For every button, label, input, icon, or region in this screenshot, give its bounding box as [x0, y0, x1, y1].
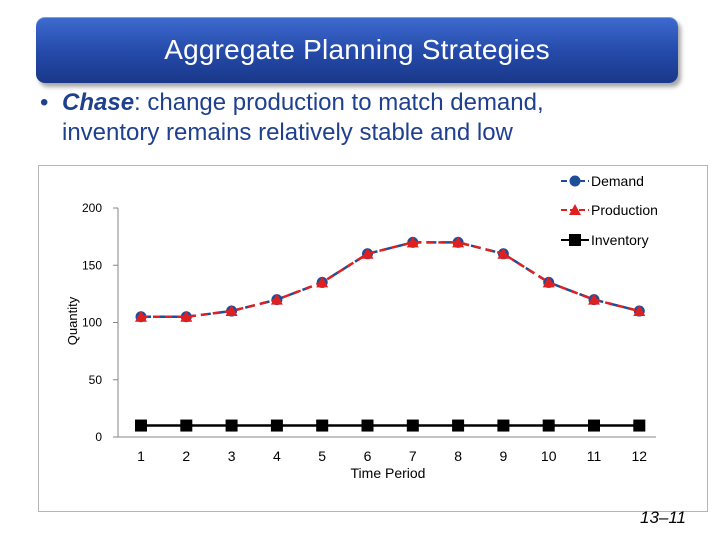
data-point-production — [588, 293, 600, 305]
data-point-inventory — [135, 419, 147, 432]
bullet-term: Chase — [62, 89, 135, 116]
data-point-inventory — [361, 419, 374, 432]
slide-title: Aggregate Planning Strategies — [164, 34, 550, 65]
data-point-production — [542, 276, 555, 288]
y-tick-label: 100 — [82, 316, 102, 330]
x-tick-label: 12 — [632, 448, 648, 464]
x-tick-label: 11 — [587, 448, 602, 464]
x-tick-label: 3 — [228, 448, 236, 464]
data-point-inventory — [542, 419, 555, 432]
y-axis-title: Quantity — [65, 296, 80, 345]
data-point-production — [452, 236, 465, 248]
y-tick-label: 0 — [95, 430, 102, 444]
bullet-line1: : change production to match demand, — [134, 89, 544, 116]
legend-marker-production — [569, 204, 581, 215]
y-tick-label: 150 — [82, 258, 102, 272]
legend-marker-inventory — [569, 234, 581, 246]
data-point-production — [316, 276, 329, 288]
title-banner: Aggregate Planning Strategies — [36, 17, 678, 83]
data-point-inventory — [316, 419, 329, 432]
data-point-inventory — [633, 419, 646, 432]
bullet-line2: inventory remains relatively stable and … — [62, 119, 513, 146]
data-point-production — [270, 293, 283, 305]
data-point-production — [633, 305, 646, 317]
series-line-production — [141, 241, 640, 319]
data-point-production — [225, 305, 238, 317]
data-point-inventory — [588, 419, 600, 432]
data-point-production — [497, 247, 510, 259]
x-tick-label: 2 — [182, 448, 190, 464]
legend-label-demand: Demand — [591, 173, 644, 189]
y-tick-label: 200 — [82, 201, 102, 215]
x-axis-title: Time Period — [351, 465, 426, 481]
data-point-inventory — [270, 419, 283, 432]
slide-number: 13–11 — [640, 508, 687, 527]
bullet-symbol: • — [40, 89, 49, 116]
y-tick-label: 50 — [89, 373, 103, 387]
x-tick-label: 5 — [318, 448, 326, 464]
data-point-inventory — [225, 419, 238, 432]
legend-marker-demand — [569, 175, 581, 187]
legend-label-production: Production — [591, 202, 658, 218]
x-tick-label: 1 — [137, 448, 145, 464]
data-point-production — [180, 310, 193, 322]
bullet-point: • Chase: change production to match deman… — [40, 88, 700, 148]
data-point-inventory — [497, 419, 510, 432]
x-tick-label: 6 — [364, 448, 372, 464]
data-point-production — [406, 236, 419, 248]
x-tick-label: 7 — [409, 448, 417, 464]
x-tick-label: 8 — [454, 448, 462, 464]
series-line-demand — [141, 241, 640, 319]
data-point-production — [361, 247, 374, 259]
x-tick-label: 4 — [273, 448, 281, 464]
x-tick-label: 10 — [541, 448, 557, 464]
legend-label-inventory: Inventory — [591, 232, 649, 248]
chart-frame — [38, 165, 708, 512]
data-point-inventory — [180, 419, 193, 432]
x-tick-label: 9 — [500, 448, 508, 464]
data-point-inventory — [452, 419, 465, 432]
data-point-inventory — [406, 419, 419, 432]
data-point-production — [135, 310, 147, 322]
